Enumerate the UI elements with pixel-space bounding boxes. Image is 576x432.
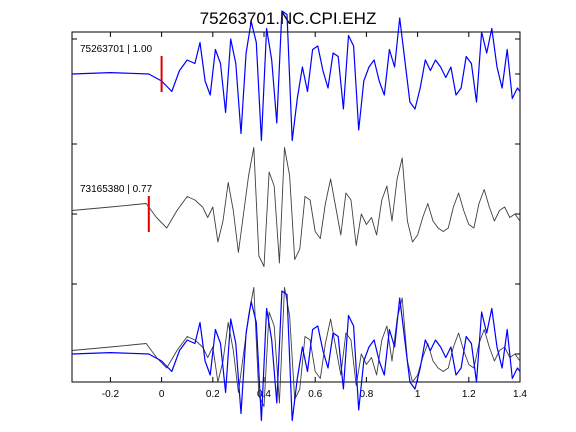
trace-1-line (71, 147, 521, 267)
traces-layer (71, 10, 521, 422)
x-tick-label-1: 0 (159, 389, 165, 400)
x-tick-label-8: 1.4 (513, 389, 527, 400)
trace-label-1: 73165380 | 0.77 (80, 184, 153, 195)
pick-markers (147, 56, 163, 232)
trace-0-line (71, 10, 521, 142)
x-tick-label-2: 0.2 (206, 389, 220, 400)
x-tick-label-7: 1.2 (462, 389, 476, 400)
x-tick-label-5: 0.8 (359, 389, 373, 400)
chart-title: 75263701.NC.CPI.EHZ (200, 9, 377, 28)
trace-label-0: 75263701 | 1.00 (80, 44, 153, 55)
trace-3-line (71, 290, 521, 422)
plot-area (71, 31, 521, 383)
x-tick-label-4: 0.6 (308, 389, 322, 400)
x-tick-label-0: -0.2 (102, 389, 120, 400)
trace-2-line (71, 287, 521, 407)
x-tick-label-6: 1 (415, 389, 421, 400)
trace-labels: 75263701 | 1.00 73165380 | 0.77 (80, 44, 153, 195)
